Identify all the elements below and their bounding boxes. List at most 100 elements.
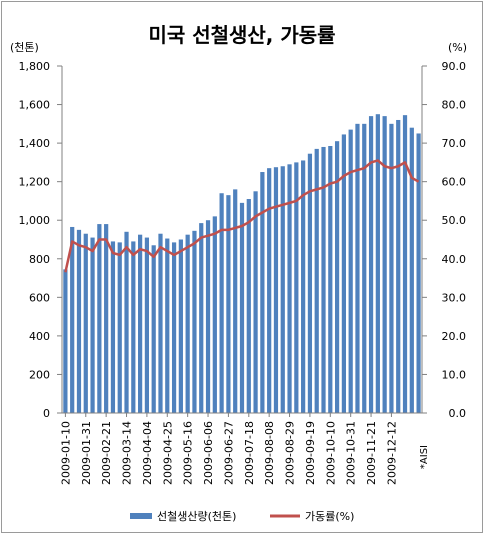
- left-axis-unit: (천톤): [10, 40, 39, 54]
- source-note: *AISI: [419, 445, 430, 469]
- left-tick-label: 200: [29, 368, 50, 381]
- bar: [124, 231, 129, 413]
- bar: [307, 153, 313, 414]
- bar: [97, 224, 102, 413]
- bar: [185, 234, 190, 413]
- x-tick-label: 2009-08-29: [284, 421, 297, 485]
- bar: [83, 233, 88, 413]
- right-axis-unit: (%): [448, 41, 467, 54]
- right-tick-label: 20.0: [442, 330, 467, 343]
- bar-series: [63, 114, 421, 414]
- bar: [253, 191, 258, 413]
- x-tick-label: 2009-12-12: [385, 421, 398, 485]
- left-axis-ticks: 0 200 400 600 800 1,000 1,200 1,400 1,600 1,800: [19, 60, 62, 420]
- right-axis-ticks: 0.0 10.0 20.0 30.0 40.0 50.0 60.0 70.0 80.0 90.0: [422, 60, 466, 420]
- bar: [402, 115, 408, 414]
- bar: [382, 116, 387, 413]
- bar: [416, 133, 421, 413]
- bar: [165, 238, 170, 413]
- bar: [226, 195, 231, 413]
- legend-bar-label: 선철생산량(천톤): [157, 509, 236, 523]
- bar: [219, 193, 224, 413]
- left-tick-label: 1,400: [19, 137, 51, 150]
- bar: [348, 129, 353, 413]
- right-tick-label: 40.0: [442, 253, 467, 266]
- left-tick-label: 800: [29, 253, 50, 266]
- bar: [110, 241, 116, 413]
- x-tick-label: 2009-02-21: [100, 421, 113, 485]
- bar: [260, 172, 265, 413]
- legend-bar-swatch: [130, 513, 152, 519]
- right-tick-label: 10.0: [442, 368, 467, 381]
- bar: [280, 166, 285, 413]
- bar: [239, 202, 245, 413]
- bar: [158, 233, 163, 413]
- left-tick-label: 600: [29, 291, 50, 304]
- x-tick-label: 2009-09-19: [304, 421, 317, 485]
- axes: [61, 66, 423, 414]
- x-tick-label: 2009-05-16: [182, 421, 195, 485]
- bar: [70, 226, 75, 413]
- x-tick-label: 2009-03-14: [121, 421, 134, 485]
- right-tick-label: 70.0: [442, 137, 467, 150]
- left-tick-label: 1,800: [19, 60, 51, 73]
- legend-line-label: 가동률(%): [305, 510, 354, 523]
- bar: [362, 123, 367, 413]
- x-tick-label: 2009-04-04: [141, 421, 154, 485]
- bar: [314, 148, 319, 413]
- x-tick-label: 2009-01-31: [80, 421, 93, 485]
- right-tick-label: 30.0: [442, 291, 467, 304]
- bar: [151, 245, 156, 413]
- right-tick-label: 90.0: [442, 60, 467, 73]
- x-tick-label: 2009-01-10: [59, 421, 72, 485]
- bar: [334, 141, 340, 413]
- bar: [117, 242, 122, 413]
- bar: [138, 234, 143, 413]
- x-tick-label: 2009-06-06: [202, 421, 215, 485]
- left-tick-label: 400: [29, 330, 50, 343]
- bar: [328, 146, 333, 413]
- bar: [375, 114, 380, 413]
- bar: [63, 269, 68, 413]
- left-tick-label: 0: [43, 407, 50, 420]
- bar: [267, 168, 272, 413]
- x-tick-label: 2009-06-27: [222, 421, 235, 485]
- bar: [294, 162, 299, 413]
- bar: [212, 216, 217, 413]
- x-axis-tick-labels: 2009-01-10 2009-01-31 2009-02-21 2009-03-14…: [59, 413, 398, 485]
- bar: [76, 229, 82, 413]
- bar: [389, 123, 394, 413]
- bar: [192, 230, 197, 413]
- bar: [104, 224, 109, 413]
- bar: [396, 119, 401, 413]
- bar: [368, 116, 374, 413]
- x-tick-label: 2009-11-21: [365, 421, 378, 485]
- bar: [341, 134, 346, 414]
- bar: [144, 237, 150, 413]
- bar: [178, 239, 183, 413]
- bar: [246, 199, 251, 413]
- bar: [287, 164, 292, 413]
- bar: [131, 241, 136, 413]
- line-series-utilization: [64, 159, 420, 273]
- bar: [355, 123, 360, 413]
- left-tick-label: 1,600: [19, 99, 51, 112]
- right-tick-label: 60.0: [442, 176, 467, 189]
- x-tick-label: 2009-10-31: [345, 421, 358, 485]
- x-tick-label: 2009-04-25: [161, 421, 174, 485]
- left-tick-label: 1,000: [19, 214, 51, 227]
- x-tick-label: 2009-08-08: [263, 421, 276, 485]
- bar: [171, 242, 177, 413]
- bar: [301, 160, 306, 413]
- right-tick-label: 80.0: [442, 99, 467, 112]
- x-tick-label: 2009-07-18: [243, 421, 256, 485]
- chart-title: 미국 선철생산, 가동률: [148, 23, 335, 47]
- bar: [90, 237, 95, 413]
- legend: 선철생산량(천톤) 가동률(%): [130, 509, 354, 523]
- left-tick-label: 1,200: [19, 176, 51, 189]
- bar: [321, 146, 326, 413]
- bar: [409, 127, 414, 413]
- bar: [273, 167, 279, 413]
- x-tick-label: 2009-10-10: [324, 421, 337, 485]
